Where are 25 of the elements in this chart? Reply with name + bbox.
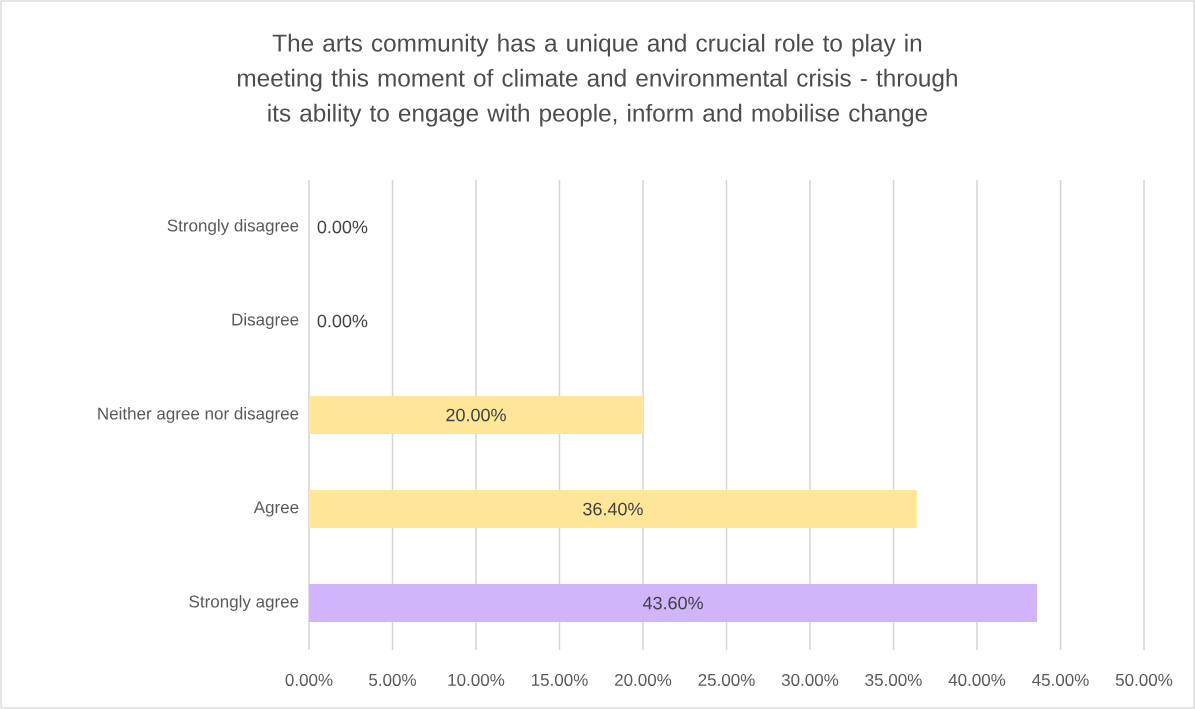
x-tick-label: 35.00% — [865, 673, 922, 686]
x-tick-label: 40.00% — [948, 673, 1006, 686]
bar — [309, 490, 917, 528]
y-tick-label: Agree — [253, 501, 299, 517]
data-label: 36.40% — [583, 502, 643, 516]
data-label: 0.00% — [317, 220, 368, 234]
y-tick-label: Neither agree nor disagree — [98, 407, 299, 423]
bar — [309, 584, 1038, 623]
x-tick-label: 45.00% — [1032, 673, 1089, 686]
bar — [309, 396, 644, 434]
x-tick-label: 10.00% — [448, 673, 505, 686]
data-label: 43.60% — [642, 596, 703, 610]
x-tick-label: 5.00% — [369, 673, 416, 686]
x-tick-label: 50.00% — [1115, 673, 1173, 686]
data-label: 20.00% — [446, 408, 506, 422]
x-tick-label: 20.00% — [615, 673, 672, 686]
y-tick-label: Strongly agree — [189, 595, 299, 611]
chart-title: The arts community has a unique and crucial role to play in meeting this moment of climate and environmental crisis - through its ability to engage with people, inform and mobilise change — [238, 33, 957, 127]
y-tick-label: Disagree — [232, 313, 299, 329]
x-tick-label: 15.00% — [531, 673, 588, 686]
x-tick-label: 25.00% — [698, 673, 755, 686]
x-tick-label: 0.00% — [285, 673, 333, 686]
x-tick-label: 30.00% — [781, 673, 839, 686]
y-tick-label: Strongly disagree — [167, 219, 299, 235]
data-label: 0.00% — [317, 314, 368, 328]
